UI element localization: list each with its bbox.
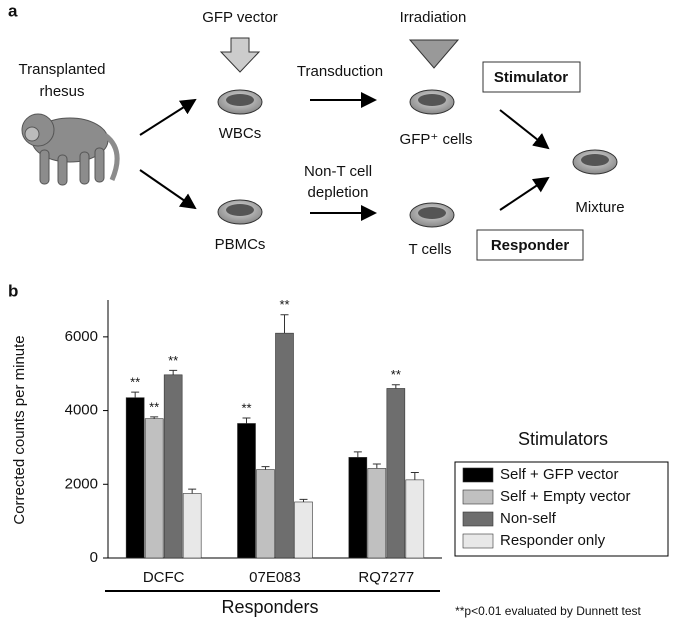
error-bar [391, 384, 400, 389]
significance-label: ** [130, 375, 140, 390]
source-label: rhesus [39, 83, 84, 100]
panel-b: b Corrected counts per minute Responders… [8, 281, 669, 618]
arrow [499, 109, 550, 150]
bar [367, 468, 387, 559]
significance-label: ** [149, 399, 159, 414]
bar [144, 418, 164, 559]
vector-arrow [219, 37, 261, 73]
legend-label: Non-self [500, 510, 557, 527]
t-cells-label: T cells [408, 241, 451, 258]
gfp-cells-label: GFP⁺ cells [400, 131, 473, 148]
legend-swatch [462, 489, 494, 505]
error-bar [150, 416, 159, 419]
stimulator-label: Stimulator [494, 69, 568, 86]
bar [275, 332, 294, 559]
y-tick-label: 4000 [65, 402, 98, 419]
error-bar [242, 417, 251, 424]
bar [348, 457, 368, 559]
legend-swatch [462, 533, 494, 549]
legend-swatch [462, 467, 494, 483]
legend-label: Responder only [500, 532, 606, 549]
depletion-label: Non-T cell [304, 163, 372, 180]
dish [217, 199, 263, 225]
arrow [139, 169, 197, 210]
wbcs-label: WBCs [219, 125, 262, 142]
y-tick-label: 6000 [65, 328, 98, 345]
mixture-label: Mixture [575, 199, 624, 216]
panel-label: a [8, 1, 18, 20]
bar [256, 469, 275, 559]
pbmcs-label: PBMCs [215, 236, 266, 253]
y-axis-title: Corrected counts per minute [11, 335, 28, 524]
significance-label: ** [279, 297, 289, 312]
panel-label: b [8, 281, 18, 300]
dish [409, 89, 455, 115]
bar [125, 397, 145, 559]
responder-box [476, 229, 584, 261]
legend-title: Stimulators [518, 429, 608, 449]
panel-a: a Transplanted rhesus GFP vector Irradia… [8, 1, 625, 261]
arrow [139, 98, 197, 136]
error-bar [261, 466, 270, 470]
error-bar [353, 451, 362, 458]
bar [386, 388, 406, 559]
transduction-label: Transduction [297, 63, 383, 80]
bar [405, 479, 425, 559]
responder-label: Responder [491, 237, 570, 254]
depletion-label: depletion [308, 184, 369, 201]
source-label: Transplanted [19, 61, 106, 78]
error-bar [299, 498, 308, 502]
footnote: **p<0.01 evaluated by Dunnett test [455, 604, 641, 618]
bar [294, 501, 313, 559]
dish [572, 149, 618, 175]
legend-swatch [462, 511, 494, 527]
arrow [499, 176, 550, 211]
x-tick-label: RQ7277 [358, 569, 414, 586]
gfp-vector-label: GFP vector [202, 9, 278, 26]
bar [182, 493, 202, 559]
dish [409, 202, 455, 228]
significance-label: ** [241, 400, 251, 415]
significance-label: ** [391, 367, 401, 382]
y-tick-label: 0 [90, 549, 98, 566]
error-bar [280, 314, 289, 334]
error-bar [169, 369, 178, 375]
monkey-icon [21, 113, 120, 186]
legend-label: Self + Empty vector [500, 488, 630, 505]
bar [163, 374, 183, 559]
error-bar [131, 391, 140, 398]
irradiation-label: Irradiation [400, 9, 467, 26]
bar [237, 423, 256, 559]
x-tick-label: 07E083 [249, 569, 301, 586]
stimulator-box [482, 61, 581, 93]
error-bar [188, 488, 197, 494]
y-tick-label: 2000 [65, 475, 98, 492]
legend-label: Self + GFP vector [500, 466, 619, 483]
significance-label: ** [168, 353, 178, 368]
x-tick-label: DCFC [143, 569, 185, 586]
dish [217, 89, 263, 115]
error-bar [372, 463, 381, 469]
error-bar [410, 471, 419, 480]
irradiation-triangle [408, 39, 460, 69]
x-axis-title: Responders [221, 597, 318, 617]
